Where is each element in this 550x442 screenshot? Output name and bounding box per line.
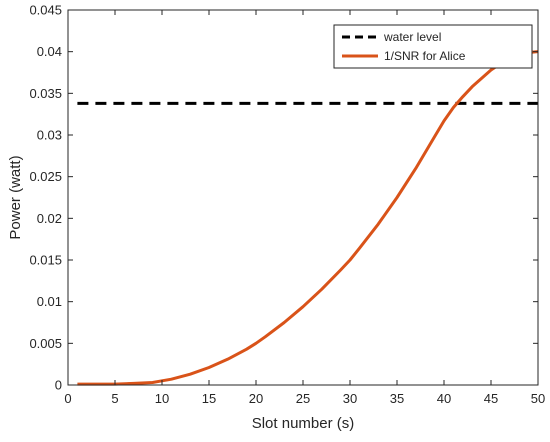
y-tick-label: 0.01: [37, 294, 62, 309]
x-tick-label: 0: [64, 391, 71, 406]
legend-label-0: water level: [383, 30, 441, 44]
y-axis-label: Power (watt): [7, 155, 24, 239]
y-tick-label: 0.005: [29, 336, 62, 351]
y-tick-label: 0.025: [29, 169, 62, 184]
y-tick-label: 0.02: [37, 211, 62, 226]
legend: water level 1/SNR for Alice: [333, 24, 533, 69]
legend-box: [333, 24, 533, 69]
chart-marks: [77, 50, 539, 386]
x-tick-label: 40: [437, 391, 451, 406]
y-tick-label: 0.015: [29, 253, 62, 268]
tick-group: 0 5 10 15 20 25 30 35 40 45 50 0 0.005 0.01 0.015 0.02 0…: [29, 3, 545, 407]
y-tick-label: 0.045: [29, 3, 62, 18]
x-tick-label: 25: [296, 391, 310, 406]
y-tick-label: 0: [55, 378, 62, 393]
x-tick-label: 30: [343, 391, 357, 406]
y-tick-label: 0.04: [37, 44, 62, 59]
y-tick-label: 0.035: [29, 86, 62, 101]
x-tick-label: 15: [202, 391, 216, 406]
legend-label-1: 1/SNR for Alice: [384, 49, 466, 63]
plot-area: [68, 10, 538, 385]
x-tick-label: 35: [390, 391, 404, 406]
x-axis-label: Slot number (s): [252, 415, 355, 432]
series-line-1: [77, 50, 539, 386]
x-tick-label: 45: [484, 391, 498, 406]
x-tick-label: 10: [155, 391, 169, 406]
x-tick-label: 5: [111, 391, 118, 406]
x-tick-label: 50: [531, 391, 545, 406]
y-tick-label: 0.03: [37, 128, 62, 143]
x-tick-label: 20: [249, 391, 263, 406]
